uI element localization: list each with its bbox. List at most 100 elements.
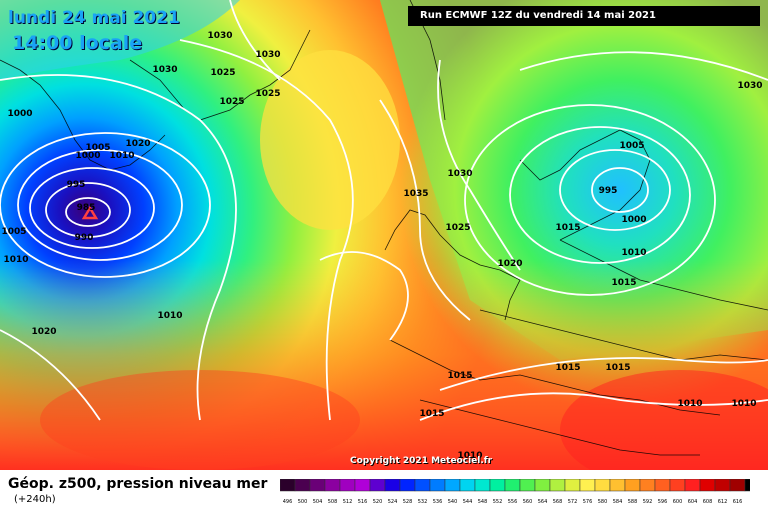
color-scale-swatch — [399, 479, 416, 492]
color-scale-swatch — [669, 479, 686, 492]
isobar-label: 1010 — [109, 151, 134, 161]
isobar-label: 1000 — [75, 151, 100, 161]
color-scale-swatch — [384, 479, 401, 492]
color-scale-swatch — [564, 479, 581, 492]
isobar-label: 1020 — [497, 259, 522, 269]
color-scale-tick: 504 — [313, 499, 323, 505]
color-scale-tick: 568 — [553, 499, 563, 505]
color-scale-tick: 516 — [358, 499, 368, 505]
forecast-lead-time: (+240h) — [14, 494, 56, 505]
isobar-label: 1015 — [555, 223, 580, 233]
color-scale-tick: 500 — [298, 499, 308, 505]
isobar-label: 1010 — [457, 451, 482, 461]
isobar-label: 1000 — [7, 109, 32, 119]
color-scale-swatch — [459, 479, 476, 492]
isobar-label: 1005 — [85, 143, 110, 153]
forecast-local-time: 14:00 locale — [12, 32, 143, 54]
color-scale-swatch — [654, 479, 671, 492]
color-scale-tick: 508 — [328, 499, 338, 505]
color-scale-tick: 528 — [403, 499, 413, 505]
color-scale-swatch — [280, 479, 296, 492]
isobar-label: 1035 — [403, 189, 428, 199]
isobar-label: 1010 — [731, 399, 756, 409]
color-scale-tick: 524 — [388, 499, 398, 505]
color-scale-tick: 592 — [643, 499, 653, 505]
isobar-label: 1000 — [621, 215, 646, 225]
isobar-label: 1030 — [737, 81, 762, 91]
color-scale-swatch — [639, 479, 656, 492]
color-scale-tick: 532 — [418, 499, 428, 505]
color-scale-swatch — [444, 479, 461, 492]
isobar-label: 1030 — [207, 31, 232, 41]
color-scale-swatch — [579, 479, 596, 492]
weather-map: 1030 1030 1025 1030 1025 1025 1000 1020 1005 1000… — [0, 0, 768, 470]
color-scale-tick: 540 — [448, 499, 458, 505]
color-scale-tick: 600 — [673, 499, 683, 505]
coastlines — [0, 0, 768, 456]
color-scale-swatch — [624, 479, 641, 492]
color-scale-tick: 520 — [373, 499, 383, 505]
color-scale-swatch — [309, 479, 326, 492]
color-scale-swatch — [429, 479, 446, 492]
isobar-label: 985 — [77, 203, 96, 213]
map-legend-footer: Géop. z500, pression niveau mer (+240h) … — [0, 470, 768, 512]
isobar-label: 1015 — [555, 363, 580, 373]
color-scale-swatch — [519, 479, 536, 492]
isobar-label: 995 — [599, 186, 618, 196]
color-scale-tick: 604 — [688, 499, 698, 505]
color-scale-swatch — [699, 479, 716, 492]
color-scale-swatch — [744, 479, 750, 492]
color-scale-tick: 572 — [568, 499, 578, 505]
isobar-label: 1010 — [621, 248, 646, 258]
isobar-label: 1015 — [419, 409, 444, 419]
forecast-date: lundi 24 mai 2021 — [8, 8, 180, 28]
color-scale-swatch — [684, 479, 701, 492]
color-scale-tick: 552 — [493, 499, 503, 505]
color-scale-tick: 544 — [463, 499, 473, 505]
color-scale-tick: 576 — [583, 499, 593, 505]
color-scale-tick: 564 — [538, 499, 548, 505]
isobar-label: 1025 — [210, 68, 235, 78]
color-scale-tick: 560 — [523, 499, 533, 505]
copyright-notice: Copyright 2021 Meteociel.fr — [350, 456, 493, 466]
isobar-label: 1015 — [611, 278, 636, 288]
color-scale-swatch — [294, 479, 311, 492]
isobar-label: 1015 — [447, 371, 472, 381]
color-scale-swatch — [354, 479, 371, 492]
isobar-label: 1005 — [619, 141, 644, 151]
isobar-label: 1025 — [445, 223, 470, 233]
color-scale-swatch — [369, 479, 386, 492]
color-scale-swatch — [474, 479, 491, 492]
isobar-label: 995 — [67, 180, 86, 190]
isobar-label: 1025 — [219, 97, 244, 107]
color-scale-swatch — [594, 479, 611, 492]
color-scale-tick: 588 — [628, 499, 638, 505]
isobar-label: 1030 — [255, 50, 280, 60]
color-scale-tick: 512 — [343, 499, 353, 505]
color-scale-tick: 584 — [613, 499, 623, 505]
color-scale-swatch — [339, 479, 356, 492]
map-title: Géop. z500, pression niveau mer — [8, 476, 268, 492]
isobar-label: 1010 — [3, 255, 28, 265]
color-scale-swatch — [489, 479, 506, 492]
low-center-marker — [81, 205, 99, 220]
color-scale-tick: 596 — [658, 499, 668, 505]
isobar-label: 1005 — [1, 227, 26, 237]
isobar-label: 1020 — [125, 139, 150, 149]
color-scale-swatch — [414, 479, 431, 492]
isobar-label: 990 — [75, 233, 94, 243]
isobar-label: 1010 — [677, 399, 702, 409]
isobar-label: 1020 — [31, 327, 56, 337]
isobar-label: 1025 — [255, 89, 280, 99]
color-scale-tick: 616 — [733, 499, 743, 505]
color-scale-swatch — [549, 479, 566, 492]
color-scale-swatch — [534, 479, 551, 492]
color-scale-tick: 608 — [703, 499, 713, 505]
isobar-label: 1030 — [152, 65, 177, 75]
color-scale-swatch — [609, 479, 626, 492]
color-scale-tick: 556 — [508, 499, 518, 505]
run-info: Run ECMWF 12Z du vendredi 14 mai 2021 — [408, 6, 760, 26]
color-scale-tick: 612 — [718, 499, 728, 505]
isobar-label: 1010 — [157, 311, 182, 321]
